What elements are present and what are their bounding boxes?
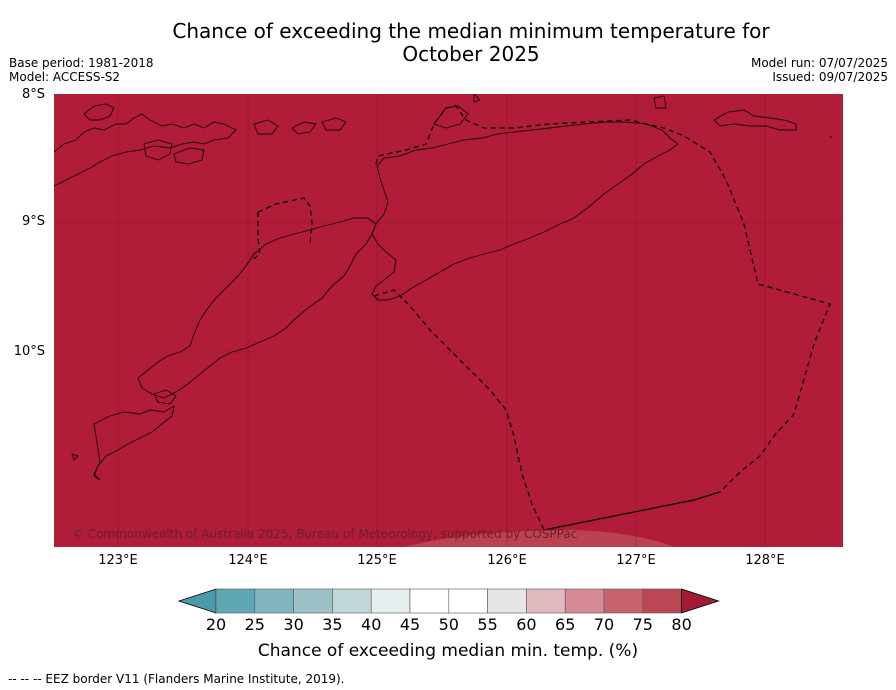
colorbar-tick-label: 30 [283,615,304,634]
title-line-2: October 2025 [402,42,540,66]
colorbar-label: Chance of exceeding median min. temp. (%… [257,641,639,661]
colorbar-cell [448,588,488,614]
colorbar-tick-label: 20 [205,615,227,634]
colorbar-tick-label: 70 [593,615,615,634]
colorbar-under-triangle [178,588,217,614]
colorbar-cell [564,588,605,614]
lon-label-128e: 128°E [745,553,785,568]
graticule [54,94,843,547]
probability-field [54,94,843,547]
map-panel [54,94,843,547]
colorbar-over-triangle [681,588,720,614]
colorbar-cell [370,588,411,614]
colorbar-cell [215,588,256,614]
colorbar-cell [409,588,450,614]
colorbar-cell [642,588,682,614]
eez-solid-segment [543,491,721,531]
model-run-text: Model run: 07/07/2025 [750,56,888,70]
colorbar [178,588,720,614]
lon-label-127e: 127°E [616,553,656,568]
colorbar-cell [487,588,527,614]
coastlines [54,94,833,481]
colorbar-tick-label: 45 [399,615,421,634]
colorbar-tick-label: 55 [477,615,498,634]
lower-probability-patch [404,530,674,547]
footnote: -- -- -- EEZ border V11 (Flanders Marine… [8,672,345,686]
lon-label-123e: 123°E [98,553,138,568]
colorbar-tick-label: 35 [322,615,343,634]
colorbar-tick-label: 60 [516,615,537,634]
meta-right: Model run: 07/07/2025 Issued: 09/07/2025 [751,56,888,84]
map-title: Chance of exceeding the median minimum t… [120,20,822,66]
base-period-text: Base period: 1981-2018 [9,56,154,70]
lon-label-126e: 126°E [487,553,527,568]
copyright-text: © Commonwealth of Australia 2025, Bureau… [72,527,578,541]
lon-label-124e: 124°E [228,553,268,568]
colorbar-tick-label: 75 [632,615,653,634]
issued-text: Issued: 09/07/2025 [772,70,888,84]
colorbar-cell [293,588,333,614]
colorbar-cell [332,588,372,614]
lat-label-8s: 8°S [21,87,45,102]
colorbar-tick-label: 80 [671,615,692,634]
model-text: Model: ACCESS-S2 [9,70,121,84]
colorbar-tick-label: 25 [244,615,265,634]
colorbar-tick-label: 65 [555,615,576,634]
lat-label-9s: 9°S [21,214,45,229]
colorbar-tick-label: 40 [361,615,382,634]
colorbar-cell [254,588,294,614]
title-line-1: Chance of exceeding the median minimum t… [172,19,770,43]
meta-left: Base period: 1981-2018 Model: ACCESS-S2 [9,56,154,84]
lon-label-125e: 125°E [357,553,397,568]
colorbar-cell [603,588,644,614]
eez-borders [251,105,831,531]
colorbar-cell [526,588,566,614]
lat-label-10s: 10°S [13,344,45,359]
colorbar-tick-label: 50 [438,615,459,634]
